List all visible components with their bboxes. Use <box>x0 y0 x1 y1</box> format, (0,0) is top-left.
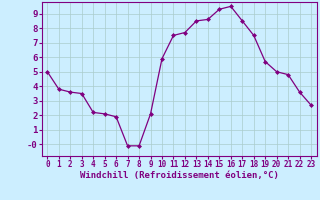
X-axis label: Windchill (Refroidissement éolien,°C): Windchill (Refroidissement éolien,°C) <box>80 171 279 180</box>
